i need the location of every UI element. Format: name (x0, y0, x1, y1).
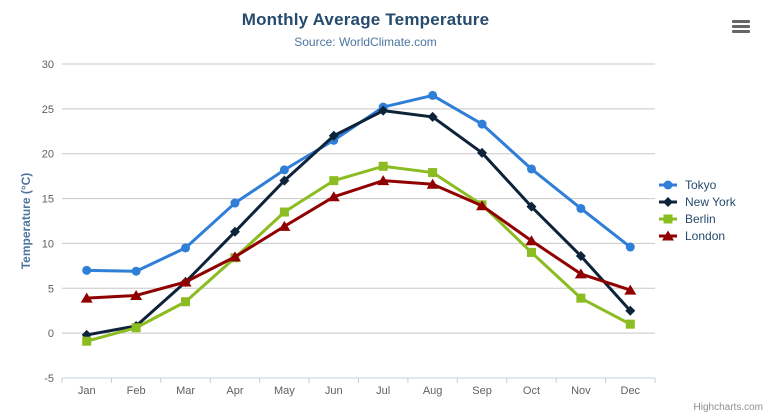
x-axis-label: Dec (621, 385, 641, 397)
data-point-marker[interactable] (378, 161, 388, 171)
x-axis-label: May (274, 385, 295, 397)
x-axis-label: Jul (376, 385, 390, 397)
data-point-marker[interactable] (230, 198, 240, 208)
data-point-marker[interactable] (625, 242, 635, 252)
legend-item-berlin[interactable]: Berlin (658, 210, 736, 227)
data-point-marker[interactable] (526, 164, 536, 174)
y-axis-label: 25 (42, 104, 54, 116)
x-axis-label: Aug (423, 385, 443, 397)
y-axis-label: 10 (42, 238, 54, 250)
data-point-marker[interactable] (229, 226, 240, 237)
chart-subtitle: Source: WorldClimate.com (294, 35, 437, 49)
data-point-marker[interactable] (82, 336, 92, 346)
data-point-marker[interactable] (80, 292, 93, 303)
data-point-marker[interactable] (476, 200, 489, 211)
data-point-marker[interactable] (428, 168, 438, 178)
triangle-series-icon (659, 230, 677, 240)
x-axis-label: Jan (78, 385, 96, 397)
data-point-marker[interactable] (130, 289, 143, 300)
legend-label: Tokyo (685, 177, 717, 192)
data-point-marker[interactable] (228, 251, 241, 262)
data-point-marker[interactable] (181, 243, 191, 253)
y-axis-label: 0 (48, 328, 54, 340)
data-point-marker[interactable] (477, 147, 488, 158)
data-point-marker[interactable] (426, 178, 439, 189)
data-point-marker[interactable] (377, 175, 390, 186)
data-point-marker[interactable] (525, 235, 538, 246)
legend-label: Berlin (685, 211, 716, 226)
data-point-marker[interactable] (427, 111, 438, 122)
circle-series-icon (659, 180, 677, 189)
diamond-series-icon (659, 196, 677, 207)
data-point-marker[interactable] (378, 105, 389, 116)
data-point-marker[interactable] (575, 250, 586, 261)
legend-label: New York (685, 194, 736, 209)
series-line-london[interactable] (85, 179, 632, 300)
y-axis-label: -5 (44, 373, 54, 385)
data-point-marker[interactable] (625, 319, 635, 329)
data-point-marker[interactable] (131, 266, 141, 276)
x-axis-label: Apr (226, 385, 243, 397)
chart-title: Monthly Average Temperature (241, 10, 490, 29)
series-line-new-york[interactable] (85, 109, 632, 337)
data-point-marker[interactable] (576, 203, 586, 213)
data-point-marker[interactable] (328, 130, 339, 141)
x-axis-label: Feb (127, 385, 146, 397)
x-axis-label: Jun (325, 385, 343, 397)
data-point-marker[interactable] (131, 323, 141, 333)
legend-label: London (685, 228, 726, 243)
data-point-marker[interactable] (574, 268, 587, 279)
series-line-berlin[interactable] (85, 164, 632, 343)
data-point-marker[interactable] (82, 265, 92, 275)
data-point-marker[interactable] (327, 191, 340, 202)
data-point-marker[interactable] (625, 305, 636, 316)
legend: Tokyo New York Berlin London (658, 176, 736, 244)
data-point-marker[interactable] (278, 220, 291, 231)
data-point-marker[interactable] (576, 293, 586, 303)
credits-link[interactable]: Highcharts.com (693, 402, 763, 413)
data-point-marker[interactable] (179, 276, 192, 287)
y-axis-title: Temperature (°C) (19, 172, 33, 270)
data-point-marker[interactable] (279, 207, 289, 217)
hamburger-icon (732, 19, 752, 33)
data-point-marker[interactable] (428, 90, 438, 100)
data-point-marker[interactable] (526, 201, 537, 212)
x-axis-label: Mar (176, 385, 195, 397)
data-point-marker[interactable] (329, 176, 339, 186)
data-point-marker[interactable] (477, 119, 487, 129)
legend-item-tokyo[interactable]: Tokyo (658, 176, 736, 193)
data-point-marker[interactable] (526, 247, 536, 257)
data-point-marker[interactable] (624, 284, 637, 295)
square-series-icon (659, 214, 677, 223)
data-point-marker[interactable] (279, 165, 289, 175)
data-point-marker[interactable] (279, 175, 290, 186)
data-point-marker[interactable] (181, 297, 191, 307)
y-axis-label: 15 (42, 194, 54, 206)
x-axis-label: Oct (523, 385, 540, 397)
x-axis-label: Sep (472, 385, 492, 397)
legend-item-new-york[interactable]: New York (658, 193, 736, 210)
y-axis-label: 20 (42, 149, 54, 161)
legend-item-london[interactable]: London (658, 227, 736, 244)
y-axis-label: 30 (42, 59, 54, 71)
x-axis-label: Nov (571, 385, 591, 397)
export-menu-button[interactable] (730, 16, 754, 38)
y-axis-label: 5 (48, 283, 54, 295)
